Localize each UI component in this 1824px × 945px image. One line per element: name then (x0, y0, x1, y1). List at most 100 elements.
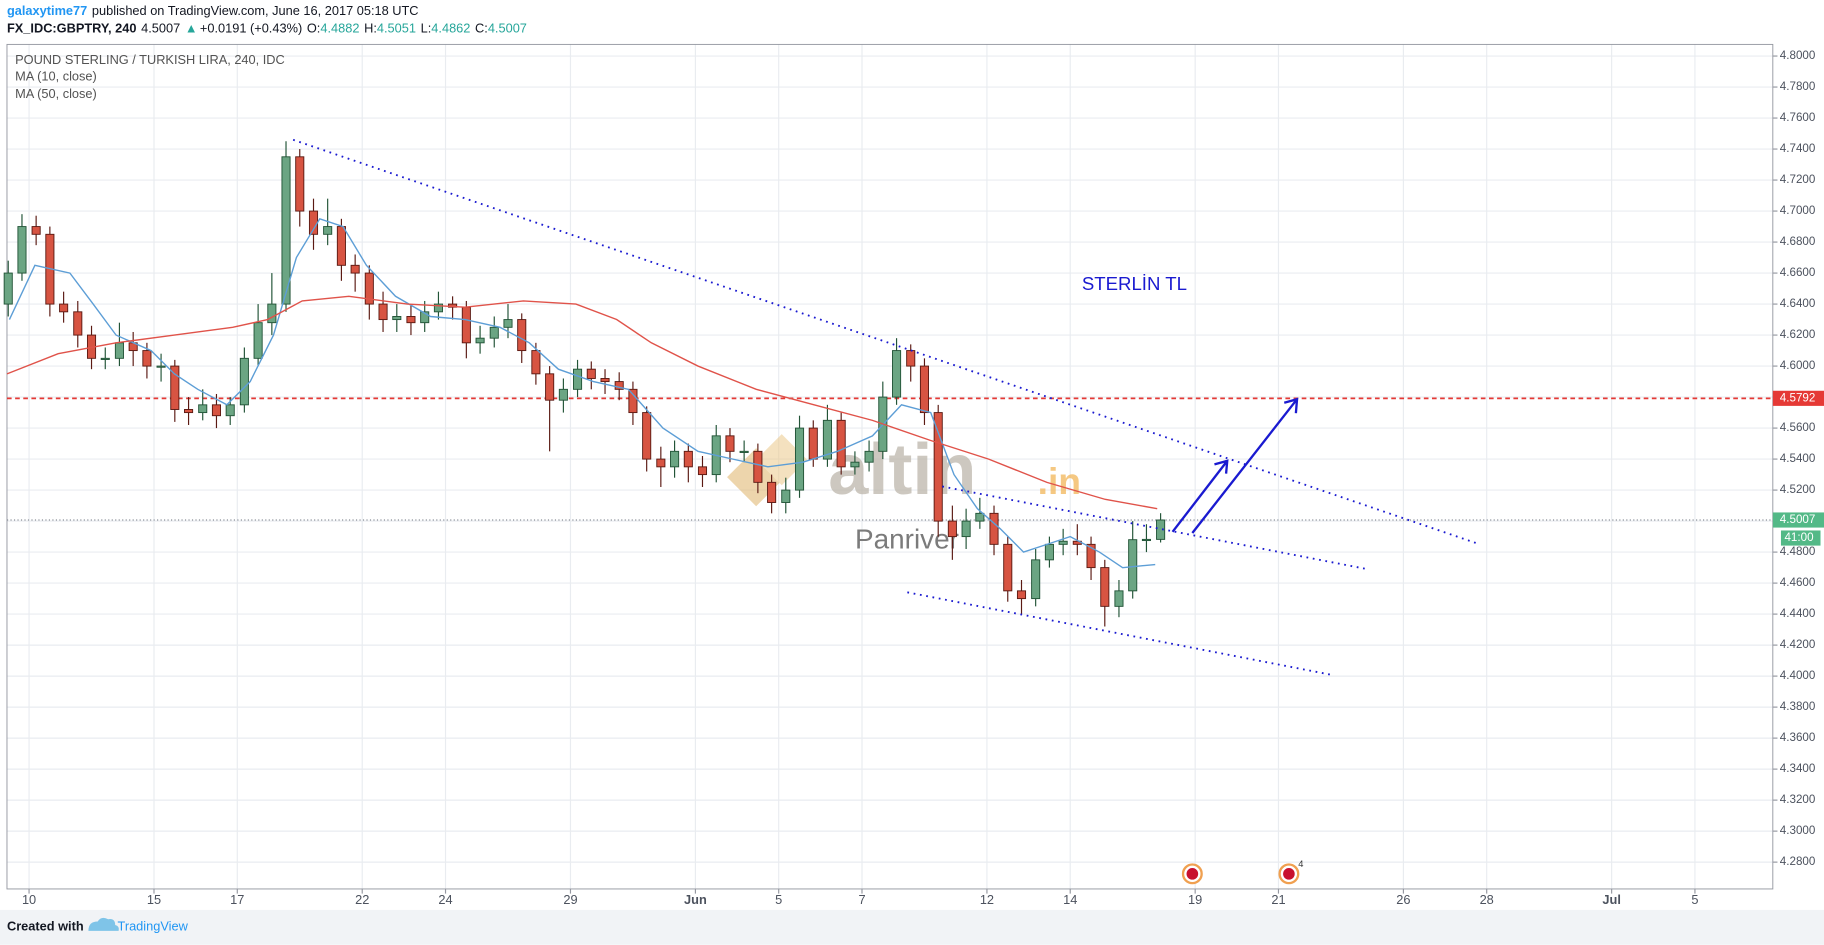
legend-entry[interactable]: MA (50, close) (15, 86, 97, 101)
candle-body (281, 156, 291, 305)
x-tick-label: 21 (1271, 892, 1285, 907)
x-tick-label: Jun (684, 892, 707, 907)
events[interactable]: 4 (1181, 859, 1303, 885)
legend-entry[interactable]: MA (10, close) (15, 68, 97, 83)
candle-body (364, 272, 374, 305)
candle-body (295, 156, 305, 212)
annotation: STERLİN TL (1082, 273, 1187, 294)
o: 4.4882 (320, 21, 359, 36)
countdown-tag (1780, 530, 1821, 546)
candle-body (517, 319, 527, 352)
price: 4.5007 (141, 21, 180, 36)
candle-body (420, 311, 430, 324)
symbol: FX_IDC:GBPTRY, 240 (7, 21, 137, 36)
x-tick-label: 14 (1063, 892, 1077, 907)
candle-body (239, 357, 249, 406)
candle-body (503, 319, 513, 328)
y-tick-label: 4.5200 (1780, 483, 1816, 496)
footer-brand[interactable]: TradingView (117, 919, 188, 934)
y-tick-label: 4.6000 (1780, 359, 1816, 372)
y-tick-label: 4.4000 (1780, 669, 1816, 682)
watermark-sub: Panriver (855, 524, 959, 555)
y-tick-label: 4.7200 (1780, 173, 1816, 186)
candle-body (1044, 543, 1054, 561)
candle-body (211, 404, 222, 417)
x-tick-label: 29 (563, 892, 577, 907)
y-tick-label: 4.8000 (1780, 49, 1816, 62)
y-tick-label: 4.3400 (1780, 762, 1816, 775)
candle-body (17, 226, 27, 274)
y-tick-label: 4.5600 (1780, 421, 1816, 434)
price-tag (1772, 512, 1824, 528)
candle-body (975, 512, 985, 522)
candle-body (1058, 540, 1068, 545)
candle-body (1003, 543, 1013, 592)
h-label: H: (364, 21, 377, 36)
l: 4.4862 (431, 21, 470, 36)
candle-body (697, 466, 708, 476)
x-tick-label: Jul (1602, 892, 1620, 907)
candle-body (906, 350, 916, 367)
candle-body (753, 450, 763, 483)
user[interactable]: galaxytime77 (7, 3, 87, 18)
candle-body (586, 368, 596, 379)
x-tick-label: 22 (355, 892, 369, 907)
candle-body (767, 481, 777, 503)
candle-body (406, 316, 416, 324)
change: +0.0191 (+0.43%) (200, 21, 302, 36)
candle-body (739, 450, 749, 453)
x-tick-label: 12 (980, 892, 994, 907)
candle-body (864, 450, 874, 463)
event-flag (1283, 868, 1295, 880)
candle-body (489, 326, 499, 339)
candle-body (461, 306, 471, 344)
arrow (1191, 397, 1299, 534)
candle-body (1156, 519, 1166, 540)
watermark: altin (828, 430, 976, 510)
candle-body (919, 365, 930, 414)
candle-body (323, 226, 333, 235)
candle-body (184, 409, 194, 414)
countdown-label: 41:00 (1784, 531, 1814, 544)
y-tick-label: 4.7400 (1780, 142, 1816, 155)
x-tick-label: 5 (1691, 892, 1698, 907)
candle-body (73, 311, 83, 336)
y-tick-label: 4.7000 (1780, 204, 1816, 217)
candle-body (947, 520, 957, 538)
plot-frame (6, 43, 1774, 890)
trend-lines (292, 138, 1478, 676)
x-tick-label: 24 (438, 892, 452, 907)
candle-body (836, 419, 846, 468)
candle-body (794, 427, 805, 491)
trend-line (942, 485, 1368, 570)
candle-body (225, 404, 235, 417)
plot (3, 141, 1773, 627)
legend-title: POUND STERLING / TURKISH LIRA, 240, IDC (15, 52, 285, 67)
l-label: L: (421, 21, 432, 36)
candle-body (198, 404, 208, 414)
candle-body (1016, 590, 1027, 600)
x-tick-label: 7 (858, 892, 865, 907)
candle-body (253, 322, 263, 359)
candle-body (628, 388, 638, 414)
candle-body (989, 512, 999, 545)
trend-line (907, 591, 1333, 676)
x-tick-label: 26 (1396, 892, 1410, 907)
y-tick-label: 4.7600 (1780, 111, 1816, 124)
candle-body (642, 412, 652, 460)
x-tick-label: 10 (22, 892, 36, 907)
y-tick-label: 4.3000 (1780, 824, 1816, 837)
y-tick-label: 4.6400 (1780, 297, 1816, 310)
candle-body (336, 226, 346, 266)
candle-body (892, 350, 902, 398)
footer-created: Created with (7, 919, 84, 934)
candle-body (1128, 539, 1138, 592)
candle-body (170, 365, 180, 410)
x-tick-label: 28 (1480, 892, 1494, 907)
x-tick-label: 17 (230, 892, 244, 907)
candle-body (545, 373, 555, 401)
y-tick-label: 4.4800 (1780, 545, 1816, 558)
footer-logo[interactable] (88, 917, 119, 931)
